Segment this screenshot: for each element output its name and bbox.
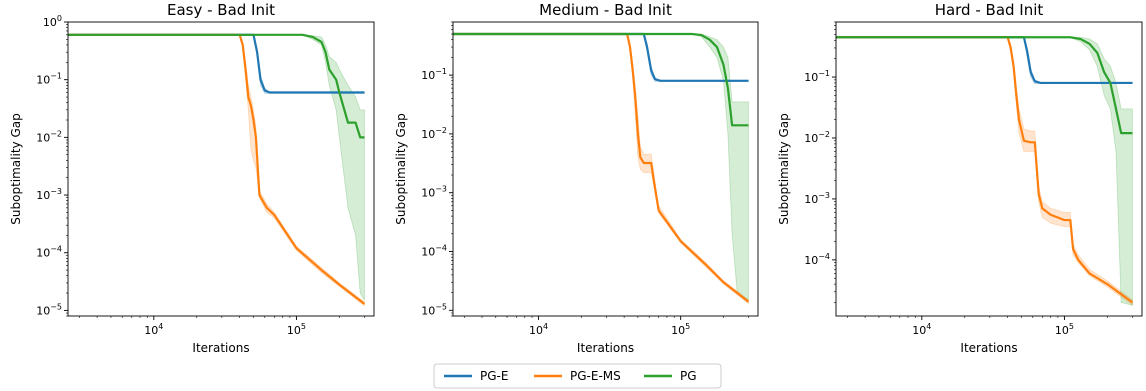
series-line-pg-e-ms — [68, 33, 366, 305]
chart-panel-2: 104 105 10−1 10−2 10−3 10−4 10−5 Medium - Bad I… — [394, 1, 759, 355]
y-tick-label: 10−3 — [804, 191, 830, 206]
y-axis-label: Suboptimality Gap — [394, 113, 408, 224]
legend-label-pg-e: PG-E — [480, 369, 508, 383]
band-pg-e-ms — [836, 36, 1133, 307]
y-axis-label: Suboptimality Gap — [9, 113, 23, 224]
x-tick-label: 104 — [912, 322, 931, 337]
x-tick-label: 105 — [1055, 322, 1074, 337]
band-pg-e-ms — [68, 34, 365, 307]
y-tick-label: 10−5 — [36, 302, 62, 317]
plot-frame — [67, 21, 375, 317]
y-tick-label: 10−3 — [36, 187, 62, 202]
plot-frame — [452, 21, 759, 317]
chart-title: Medium - Bad Init — [539, 1, 672, 19]
chart-title: Easy - Bad Init — [167, 1, 275, 19]
y-axis-label: Suboptimality Gap — [777, 113, 791, 224]
series-line-pg-e-ms — [453, 32, 750, 303]
chart-panel-3: 104 105 10−1 10−2 10−3 10−4 Hard - Bad Init Ite… — [777, 1, 1143, 355]
band-pg-e — [453, 33, 749, 82]
series-line-pg — [68, 33, 365, 139]
legend-box — [433, 363, 722, 389]
plot-frame — [835, 21, 1143, 317]
chart-panel-1: 104 105 100 10−1 10−2 10−3 10−4 10−5 Easy - Bad … — [9, 1, 375, 355]
series-group — [836, 36, 1134, 307]
y-tick-label: 10−3 — [421, 185, 447, 200]
legend-label-pg-e-ms: PG-E-MS — [570, 369, 621, 383]
series-line-pg — [453, 32, 749, 127]
y-tick-label: 10−4 — [804, 252, 830, 267]
x-tick-label: 105 — [671, 322, 690, 337]
y-tick-label: 10−2 — [804, 130, 830, 145]
y-tick-label: 10−1 — [804, 69, 830, 84]
y-tick-label: 10−4 — [36, 245, 62, 260]
chart-title: Hard - Bad Init — [935, 1, 1044, 19]
x-axis-label: Iterations — [960, 341, 1017, 355]
series-line-pg — [836, 36, 1133, 135]
x-tick-label: 104 — [529, 322, 548, 337]
x-tick-label: 105 — [287, 322, 306, 337]
y-tick-label: 10−2 — [36, 129, 62, 144]
legend-label-pg: PG — [680, 369, 697, 383]
y-tick-label: 10−4 — [421, 244, 447, 259]
band-pg — [68, 34, 365, 302]
x-tick-label: 104 — [144, 322, 163, 337]
y-tick-label: 10−1 — [36, 72, 62, 87]
y-tick-label: 100 — [43, 14, 62, 29]
y-tick-label: 10−1 — [421, 67, 447, 82]
band-pg — [453, 33, 749, 301]
series-group — [68, 33, 366, 307]
y-tick-label: 10−2 — [421, 126, 447, 141]
x-axis-label: Iterations — [577, 341, 634, 355]
band-pg — [836, 36, 1133, 306]
x-axis-label: Iterations — [192, 341, 249, 355]
y-tick-label: 10−5 — [421, 302, 447, 317]
series-line-pg-e — [453, 32, 749, 82]
legend: PG-E PG-E-MS PG — [433, 363, 722, 389]
series-group — [453, 32, 750, 305]
series-line-pg-e-ms — [836, 36, 1134, 304]
